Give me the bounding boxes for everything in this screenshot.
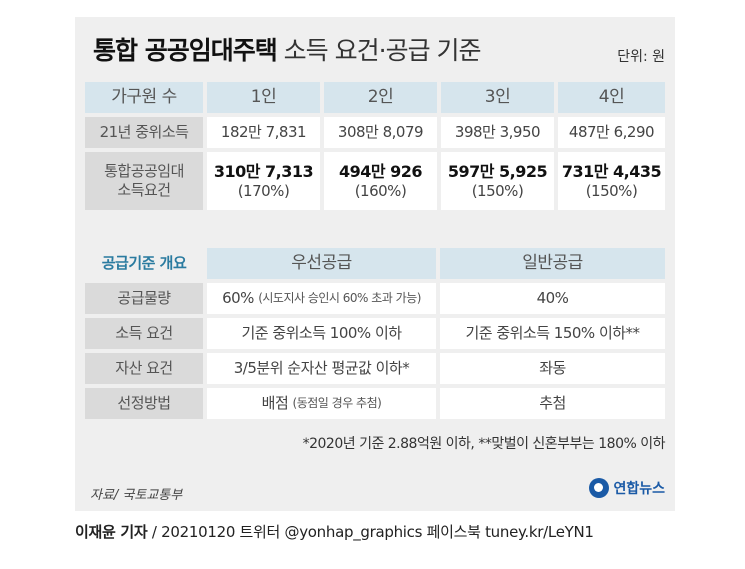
credit-line: 이재윤 기자 / 20210120 트위터 @yonhap_graphics 페… [75, 521, 594, 542]
t1-req-label: 통합공공임대 소득요건 [85, 152, 203, 210]
t2-header-general: 일반공급 [440, 248, 665, 279]
t1-req-4-percent: (150%) [585, 181, 638, 200]
source: 자료/ 국토교통부 [90, 488, 183, 503]
footnote: *2020년 기준 2.88억원 이하, **맞벌이 신혼부부는 180% 이하 [302, 436, 666, 452]
t1-req-2-value: 494만 926 [338, 161, 423, 181]
t2-header-priority: 우선공급 [207, 248, 436, 279]
t1-header-4: 4인 [558, 82, 665, 113]
title-rest: 소득 요건·공급 기준 [283, 36, 482, 65]
t1-header-household: 가구원 수 [85, 82, 203, 113]
t1-median-label: 21년 중위소득 [85, 117, 203, 148]
t1-req-4: 731만 4,435 (150%) [558, 152, 665, 210]
t2-row-general: 기준 중위소득 150% 이하** [440, 318, 665, 349]
t1-median-4: 487만 6,290 [558, 117, 665, 148]
title: 통합 공공임대주택 소득 요건·공급 기준 [93, 31, 482, 67]
t2-row-priority: 기준 중위소득 100% 이하 [207, 318, 436, 349]
title-bold: 통합 공공임대주택 [93, 36, 278, 65]
t1-req-4-value: 731만 4,435 [561, 161, 662, 181]
t1-req-1-percent: (170%) [237, 181, 290, 200]
t1-median-3: 398만 3,950 [441, 117, 554, 148]
credit-author: 이재윤 기자 [75, 523, 148, 541]
t1-header-2: 2인 [324, 82, 437, 113]
t1-median-2: 308만 8,079 [324, 117, 437, 148]
t2-row-priority: 60% (시도지사 승인시 60% 초과 가능) [207, 283, 436, 314]
t1-req-3-percent: (150%) [471, 181, 524, 200]
t1-median-1: 182만 7,831 [207, 117, 320, 148]
unit-label: 단위: 원 [617, 49, 665, 65]
yonhap-logo-icon [589, 478, 610, 498]
logo: 연합뉴스 [589, 478, 665, 498]
t2-row-priority: 3/5분위 순자산 평균값 이하* [207, 353, 436, 384]
logo-text: 연합뉴스 [613, 481, 665, 497]
t1-header-3: 3인 [441, 82, 554, 113]
t2-priority-sub: (시도지사 승인시 60% 초과 가능) [258, 291, 421, 305]
t2-header-overview: 공급기준 개요 [101, 254, 187, 273]
t2-row-general: 좌동 [440, 353, 665, 384]
t1-req-2-percent: (160%) [354, 181, 407, 200]
t2-row-label: 소득 요건 [85, 318, 203, 349]
t2-row-priority: 배점 (동점일 경우 추첨) [207, 388, 436, 419]
t2-priority-main: 배점 [261, 394, 289, 413]
t2-row-label: 공급물량 [85, 283, 203, 314]
t2-priority-sub: (동점일 경우 추첨) [292, 396, 382, 410]
t2-priority-main: 60% [222, 289, 254, 308]
t1-req-label-line1: 통합공공임대 [104, 162, 184, 181]
t2-row-general: 40% [440, 283, 665, 314]
t1-req-3: 597만 5,925 (150%) [441, 152, 554, 210]
t1-req-label-line2: 소득요건 [117, 181, 171, 199]
t1-header-1: 1인 [207, 82, 320, 113]
t1-req-3-value: 597만 5,925 [447, 161, 548, 181]
credit-rest: / 20210120 트위터 @yonhap_graphics 페이스북 tun… [151, 523, 594, 541]
infographic-panel: 통합 공공임대주택 소득 요건·공급 기준 단위: 원 가구원 수 1인 2인 … [75, 17, 675, 511]
t1-req-1: 310만 7,313 (170%) [207, 152, 320, 210]
t1-req-1-value: 310만 7,313 [213, 161, 314, 181]
t2-row-label: 자산 요건 [85, 353, 203, 384]
t1-req-2: 494만 926 (160%) [324, 152, 437, 210]
t2-row-general: 추첨 [440, 388, 665, 419]
t2-row-label: 선정방법 [85, 388, 203, 419]
